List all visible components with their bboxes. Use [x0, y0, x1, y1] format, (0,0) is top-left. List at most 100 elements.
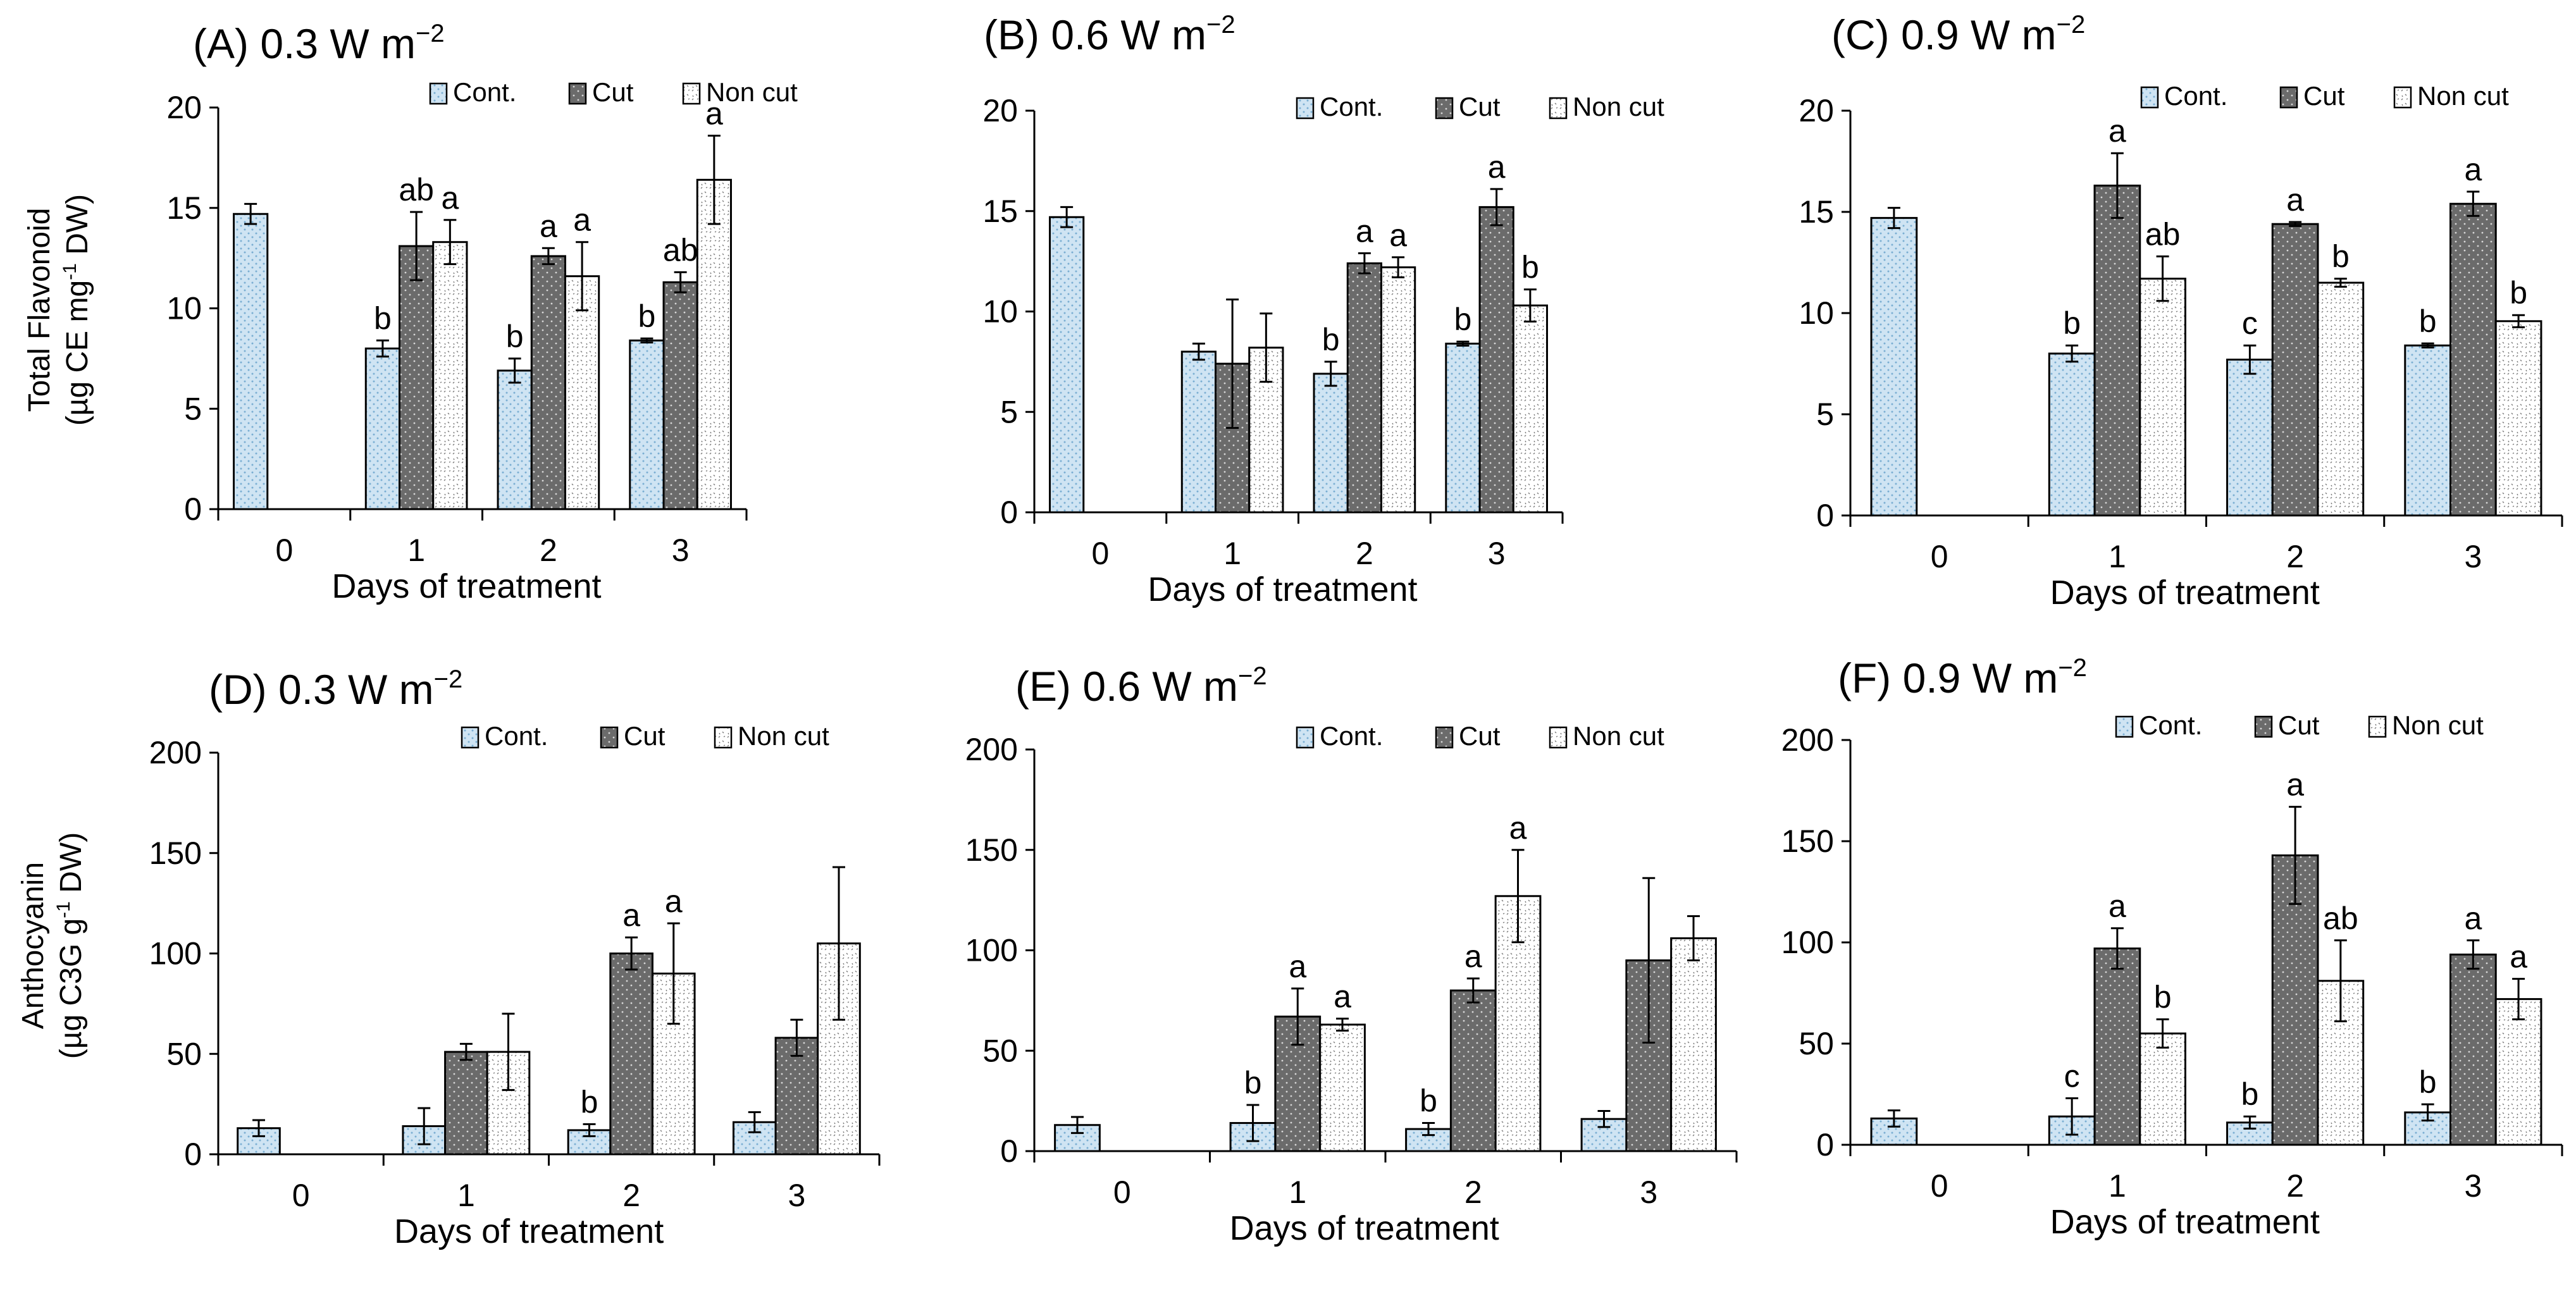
bar-noncut-day-2 [1380, 266, 1416, 514]
y-tick-label: 50 [166, 1036, 202, 1071]
bar-noncut-day-3 [1512, 304, 1548, 514]
significance-label: a [573, 202, 591, 238]
bar-noncut-day-1 [1248, 347, 1284, 514]
bar-noncut-day-3 [2494, 998, 2542, 1146]
x-tick-label: 1 [2108, 1168, 2126, 1204]
chart-title: (F) 0.9 W m−2 [1838, 654, 2087, 701]
bar-cut-day-3 [2449, 953, 2497, 1146]
chart-title: (E) 0.6 W m−2 [1015, 662, 1267, 710]
x-tick-label: 0 [1931, 539, 1948, 574]
significance-label: ab [2145, 216, 2181, 252]
chart-title-text: (E) 0.6 W m [1015, 663, 1238, 710]
x-tick-label: 2 [1356, 536, 1373, 571]
legend-label-noncut: Non cut [2392, 710, 2484, 740]
y-tick-label: 200 [149, 735, 202, 770]
significance-label: a [1356, 213, 1373, 249]
bar-noncut-day-1 [432, 241, 468, 510]
bar-cut-day-1 [399, 245, 435, 510]
chart-title-superscript: −2 [416, 20, 445, 47]
x-tick-label: 2 [2286, 539, 2304, 574]
legend-label-noncut: Non cut [1573, 92, 1664, 121]
y-tick-label: 10 [1799, 295, 1834, 331]
legend-swatch-noncut [2393, 86, 2412, 109]
legend-swatch-noncut [1549, 726, 1568, 749]
bar-cont-day-0 [233, 213, 269, 510]
significance-label: a [705, 96, 723, 131]
legend: Cont. Cut Non cut [461, 721, 829, 751]
x-tick-label: 0 [1931, 1168, 1948, 1204]
y-tick-label: 150 [149, 836, 202, 871]
y-tick-label: 0 [1000, 495, 1018, 530]
bar-cont-day-2 [497, 369, 533, 510]
significance-label: b [506, 319, 524, 354]
row-ylabel-top: Total Flavonoid (µg CE mg-1 DW) [23, 194, 94, 426]
x-axis-title: Days of treatment [1148, 570, 1417, 608]
significance-label: b [1521, 250, 1539, 285]
significance-label: a [1509, 810, 1527, 846]
bar-cont-day-1 [364, 347, 401, 510]
chart-title-superscript: −2 [2057, 11, 2086, 39]
significance-label: a [2464, 901, 2482, 936]
x-tick-label: 1 [2108, 539, 2126, 574]
chart-panel-a: (A) 0.3 W m−2 0 5 10 15 20 0 1 2 3 Days of treatme… [166, 20, 798, 605]
significance-label: b [1244, 1065, 1262, 1101]
bar-cont-day-2 [2226, 359, 2274, 517]
significance-label: c [2064, 1058, 2080, 1094]
bar-cont-day-2 [1313, 373, 1349, 514]
significance-label: a [622, 897, 640, 933]
bar-noncut-day-1 [2139, 278, 2186, 517]
significance-label: b [1420, 1083, 1437, 1119]
legend-swatch-cut [2254, 715, 2273, 738]
legend-swatch-cut [2279, 86, 2298, 109]
chart-panel-b: (B) 0.6 W m−2 0 5 10 15 20 0 1 2 3 Days of treatme… [982, 11, 1664, 608]
bar-noncut-day-3 [2494, 320, 2542, 517]
x-axis-title: Days of treatment [394, 1212, 664, 1250]
significance-label: a [2510, 939, 2527, 975]
bar-cont-day-0 [1049, 216, 1085, 514]
y-tick-label: 10 [982, 294, 1018, 330]
significance-label: a [2108, 113, 2126, 149]
significance-label: b [2419, 1064, 2437, 1100]
x-tick-label: 1 [457, 1178, 475, 1213]
legend-swatch-noncut [714, 726, 733, 749]
legend-swatch-cont [1296, 97, 1315, 120]
significance-label: b [374, 300, 392, 336]
significance-label: b [2332, 239, 2350, 274]
significance-label: a [2464, 152, 2482, 187]
significance-label: b [1322, 322, 1340, 357]
chart-title-superscript: −2 [2058, 654, 2087, 682]
chart-title-superscript: −2 [434, 665, 463, 693]
x-tick-label: 1 [407, 533, 425, 568]
x-tick-label: 3 [2464, 1168, 2482, 1204]
x-axis-title: Days of treatment [331, 567, 601, 605]
y-tick-label: 5 [184, 391, 202, 426]
chart-title-text: (C) 0.9 W m [1831, 11, 2057, 58]
x-axis-title: Days of treatment [1230, 1209, 1499, 1247]
y-tick-label: 0 [184, 491, 202, 527]
significance-label: b [2419, 304, 2437, 339]
chart-panel-f: (F) 0.9 W m−2 0 50 100 150 200 0 1 2 3 Days of tre… [1781, 654, 2563, 1241]
legend: Cont. Cut Non cut [2140, 81, 2509, 111]
x-tick-label: 3 [672, 533, 690, 568]
legend-swatch-cont [1296, 726, 1315, 749]
legend-swatch-cut [568, 82, 587, 105]
legend-label-cut: Cut [592, 77, 634, 107]
y-tick-label: 0 [1000, 1133, 1018, 1169]
legend-label-noncut: Non cut [738, 721, 829, 751]
y-tick-label: 100 [149, 936, 202, 971]
significance-label: c [2242, 305, 2258, 341]
significance-label: b [581, 1084, 598, 1119]
bar-noncut-day-1 [2139, 1032, 2186, 1146]
legend-swatch-cont [2115, 715, 2134, 738]
bar-cont-day-1 [2048, 352, 2096, 517]
significance-label: ab [2323, 901, 2358, 936]
ylabel-line2: (µg C3G g-1 DW) [53, 832, 88, 1059]
y-tick-label: 20 [1799, 93, 1834, 128]
y-tick-label: 10 [166, 291, 202, 326]
ylabel-line1: Anthocyanin [16, 862, 50, 1029]
y-tick-label: 15 [1799, 194, 1834, 230]
x-tick-label: 3 [1488, 536, 1506, 571]
legend-label-noncut: Non cut [706, 77, 798, 107]
bar-cut-day-1 [2093, 184, 2141, 517]
